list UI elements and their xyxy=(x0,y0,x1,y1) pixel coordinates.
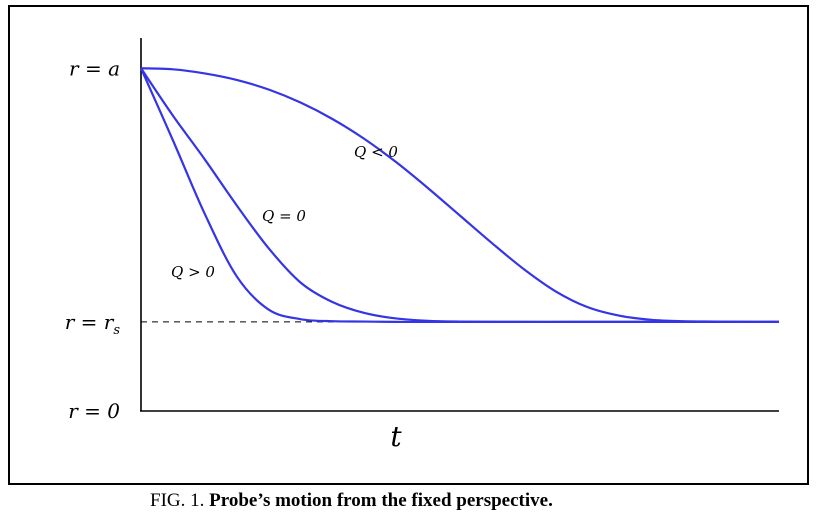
figure-frame xyxy=(8,5,809,485)
y-tick-label-0: r = a xyxy=(69,56,120,80)
series-line-q-positive xyxy=(139,67,779,324)
caption-text: Probe’s motion from the fixed perspectiv… xyxy=(209,490,553,511)
series-label-q-zero: Q = 0 xyxy=(262,207,306,225)
series-line-q-negative xyxy=(140,67,780,324)
y-tick-label-2: r = 0 xyxy=(68,399,120,423)
series-label-q-negative: Q < 0 xyxy=(354,143,398,161)
y-tick-label-1: r = rs xyxy=(65,310,121,338)
chart: r = a r = rs r = 0 Q < 0 Q = 0 Q > 0 t xyxy=(65,38,780,453)
figure-caption: FIG. 1. Probe’s motion from the fixed pe… xyxy=(150,490,553,512)
x-axis-label: t xyxy=(390,420,402,453)
series-labels: Q < 0 Q = 0 Q > 0 xyxy=(171,143,398,281)
series-label-q-positive: Q > 0 xyxy=(171,263,215,281)
y-tick-labels: r = a r = rs r = 0 xyxy=(65,56,121,423)
series-curves xyxy=(139,67,780,324)
series-line-q-zero xyxy=(140,67,779,324)
caption-prefix: FIG. 1. xyxy=(150,490,205,511)
